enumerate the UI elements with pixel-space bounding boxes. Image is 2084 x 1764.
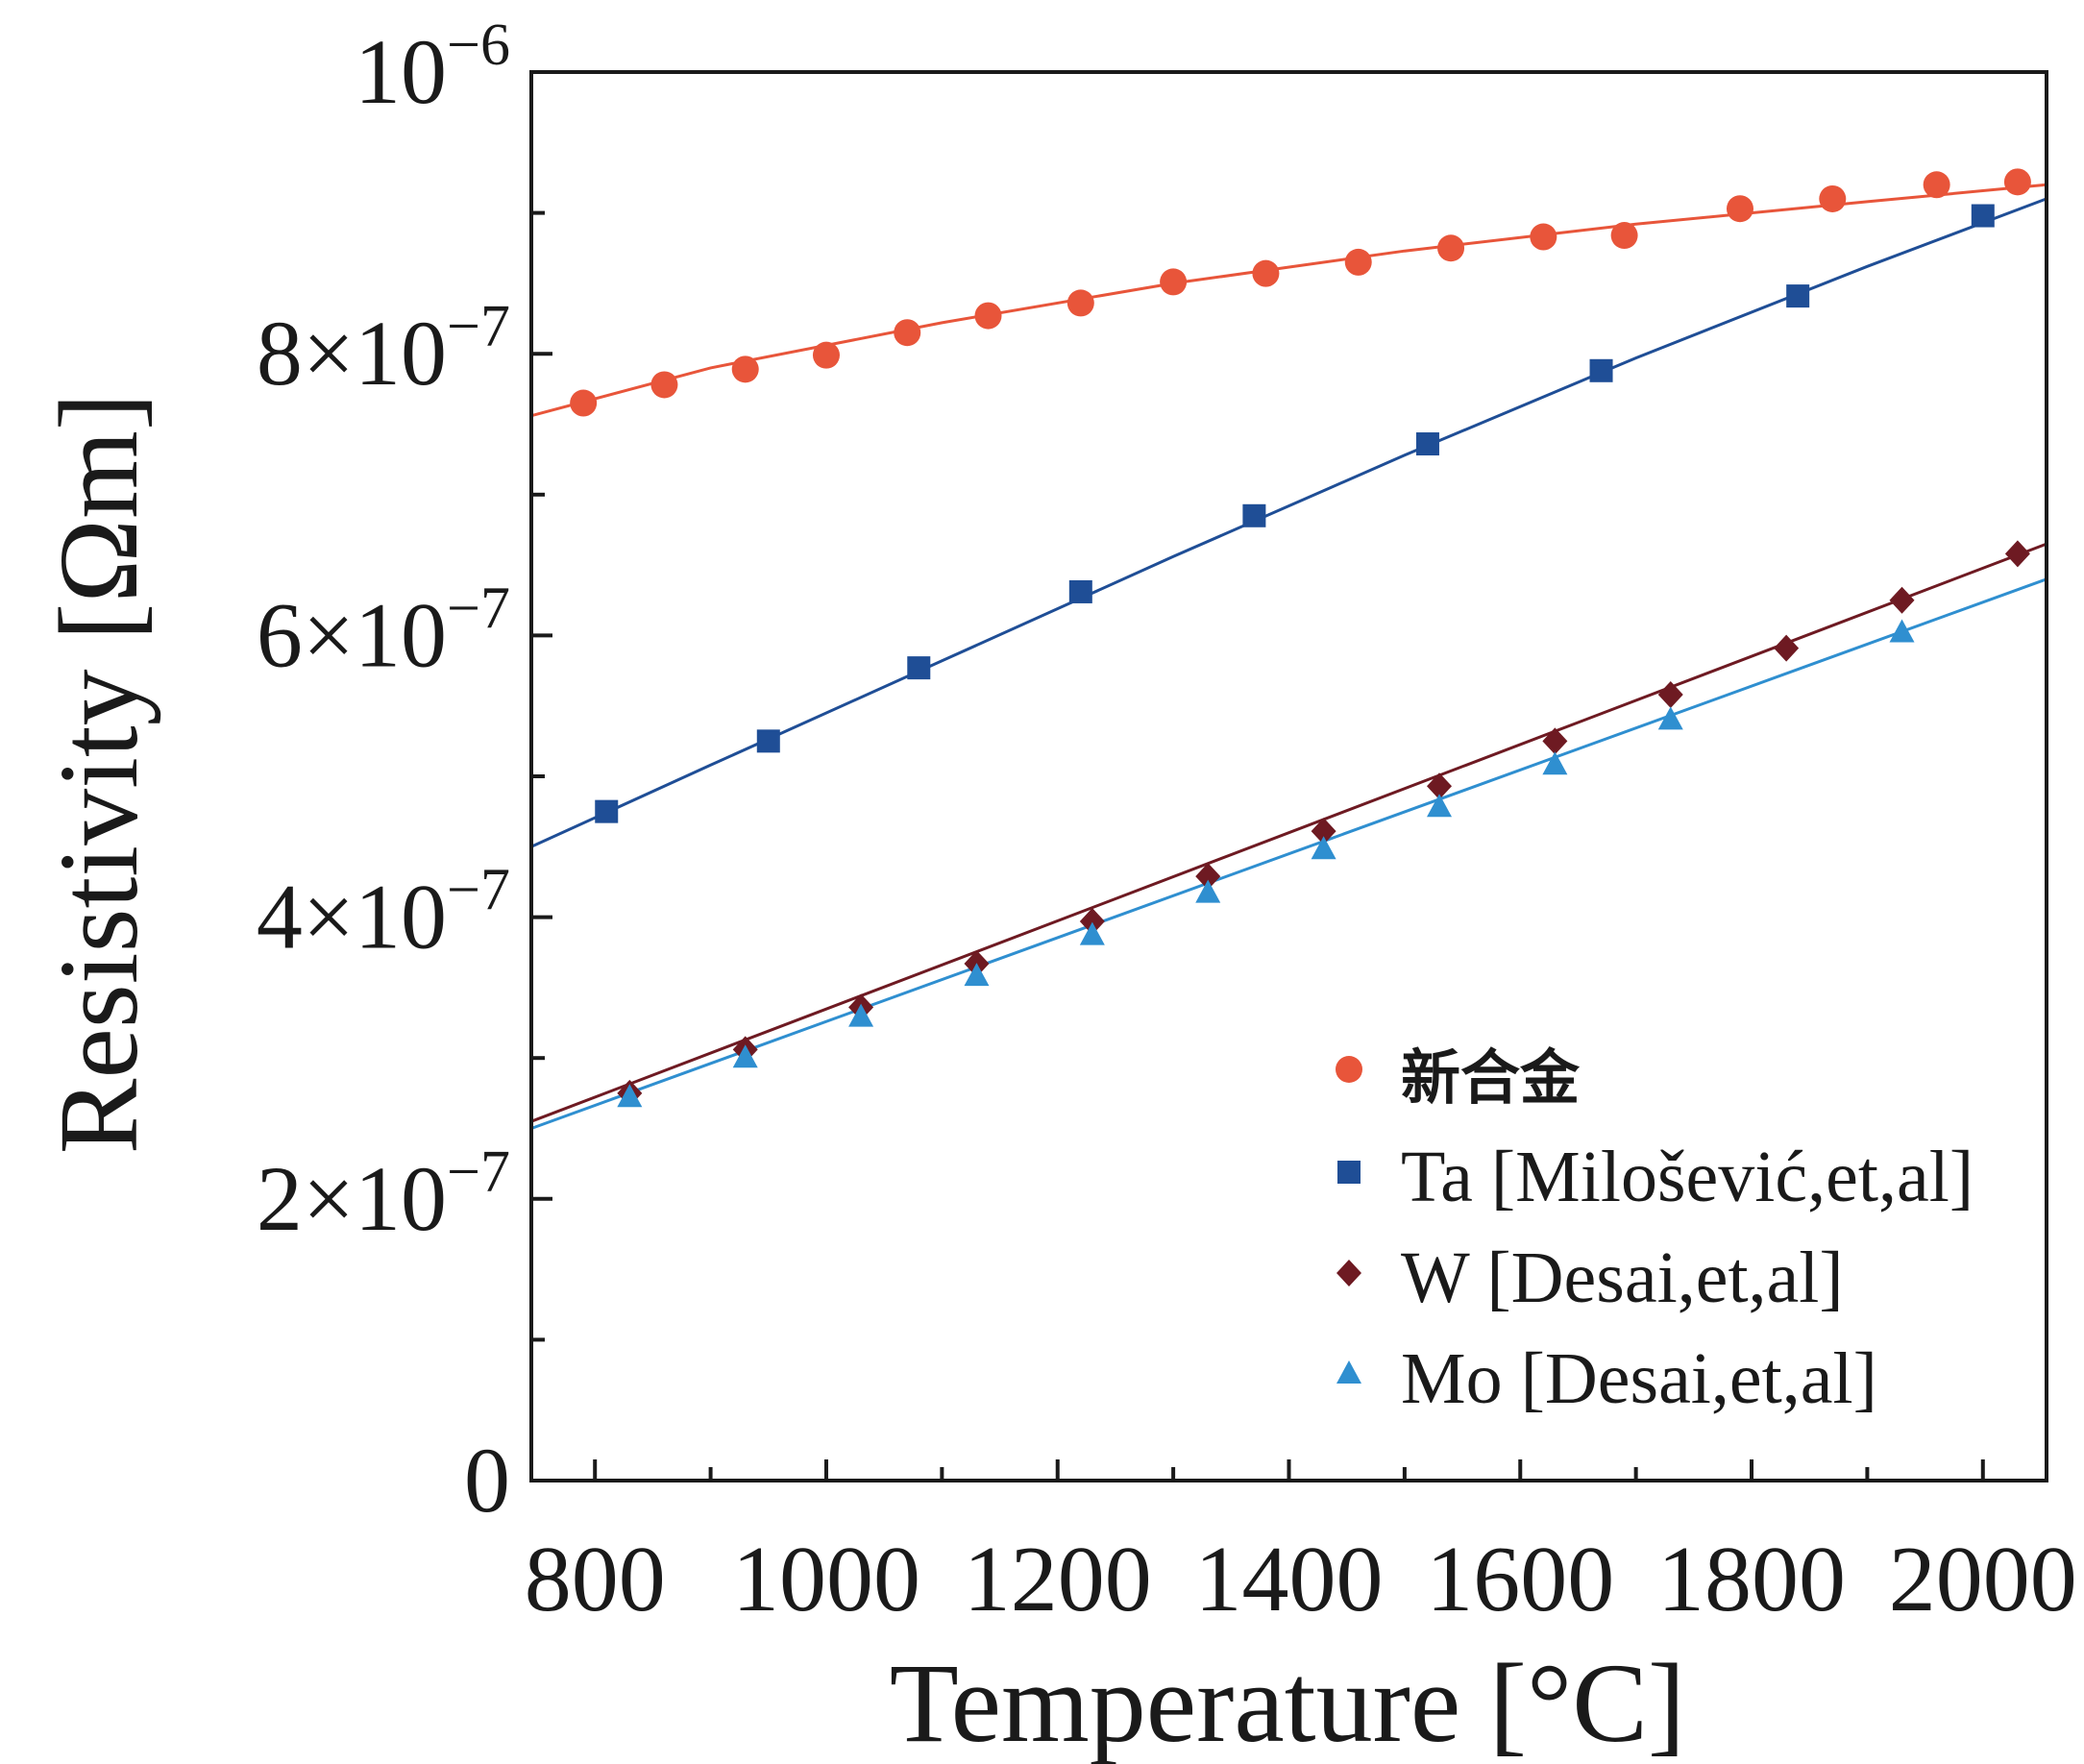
- legend-marker: [1337, 1161, 1361, 1184]
- series-1-point: [1971, 204, 1995, 228]
- legend-label: 新合金: [1401, 1042, 1581, 1113]
- series-2-point: [1079, 907, 1105, 935]
- series-2-point: [1426, 772, 1452, 800]
- data-markers: [570, 168, 2031, 1108]
- series-3-fit-line: [530, 577, 2047, 1130]
- x-tick-label: 800: [525, 1528, 666, 1631]
- series-0-point: [974, 302, 1002, 330]
- series-0-point: [1819, 184, 1847, 212]
- series-3-point: [848, 1003, 874, 1027]
- y-axis-label: Resistivity [Ωm]: [36, 393, 161, 1154]
- series-2-point: [1657, 680, 1683, 708]
- series-0-point: [650, 371, 678, 399]
- series-2-point: [1195, 863, 1221, 891]
- series-1-point: [595, 799, 619, 823]
- series-1-fit-line: [530, 197, 2047, 848]
- series-3-point: [1079, 921, 1105, 945]
- series-2-point: [1542, 727, 1568, 755]
- series-1-point: [1786, 284, 1810, 308]
- x-tick-label: 1800: [1657, 1528, 1846, 1631]
- series-0-point: [1530, 223, 1557, 251]
- x-tick-label: 1600: [1426, 1528, 1614, 1631]
- series-0-point: [812, 341, 840, 369]
- series-3-point: [1426, 794, 1452, 818]
- series-2-fit-line: [530, 542, 2047, 1123]
- legend-marker: [1336, 1360, 1361, 1384]
- series-1-point: [907, 656, 931, 680]
- series-0-point: [1610, 222, 1638, 250]
- series-2-point: [1311, 818, 1336, 845]
- series-3-point: [617, 1084, 643, 1108]
- series-2-point: [2004, 540, 2030, 568]
- x-tick-label: 1200: [964, 1528, 1152, 1631]
- legend-label: W [Desai,et,al]: [1401, 1237, 1844, 1318]
- y-tick-label: 6×10−7: [257, 576, 510, 686]
- y-tick-label: 0: [464, 1429, 510, 1531]
- series-0-point: [1252, 259, 1280, 287]
- y-tick-label: 2×10−7: [257, 1139, 510, 1250]
- x-tick-label: 1400: [1195, 1528, 1384, 1631]
- y-axis: 0 2×10−7 4×10−7 6×10−7 8×10−7 10−6: [257, 12, 552, 1531]
- x-axis-label: Temperature [°C]: [890, 1640, 1685, 1764]
- series-1-point: [1589, 358, 1613, 382]
- series-1-point: [1242, 503, 1266, 527]
- series-3-point: [1311, 836, 1336, 860]
- series-1-point: [756, 729, 780, 753]
- x-axis: 800 1000 1200 1400 1600 1800 2000: [525, 1459, 2077, 1631]
- series-0-point: [894, 319, 921, 347]
- series-3-point: [732, 1044, 758, 1068]
- series-0-fit-line: [530, 183, 2047, 418]
- x-tick-label: 2000: [1889, 1528, 2077, 1631]
- y-tick-label: 8×10−7: [257, 294, 510, 404]
- series-0-point: [1344, 248, 1372, 276]
- y-tick-label: 4×10−7: [257, 858, 510, 968]
- series-0-point: [731, 355, 759, 383]
- legend-marker: [1336, 1056, 1362, 1083]
- series-0-point: [570, 389, 598, 417]
- legend-marker: [1336, 1260, 1361, 1286]
- series-3-point: [1542, 751, 1568, 775]
- legend-label: Ta [Milošević,et,al]: [1401, 1137, 1974, 1217]
- series-1-point: [1415, 432, 1439, 456]
- series-3-markers: [617, 619, 1915, 1108]
- fit-lines: [530, 183, 2047, 1130]
- series-0-markers: [570, 168, 2031, 417]
- legend: 新合金 Ta [Milošević,et,al] W [Desai,et,al] Mo…: [1336, 1042, 1974, 1419]
- series-0-point: [1160, 268, 1188, 296]
- series-3-point: [1195, 879, 1221, 903]
- legend-label: Mo [Desai,et,al]: [1401, 1338, 1877, 1419]
- series-2-point: [1889, 586, 1915, 614]
- series-0-point: [1067, 289, 1094, 317]
- y-tick-label: 10−6: [355, 12, 510, 123]
- series-0-point: [1923, 171, 1950, 199]
- series-0-point: [1726, 195, 1753, 223]
- x-tick-label: 1000: [732, 1528, 920, 1631]
- series-2-point: [1774, 634, 1800, 662]
- series-3-point: [1657, 706, 1683, 730]
- series-1-markers: [595, 204, 1995, 823]
- series-0-point: [1437, 234, 1465, 262]
- series-1-point: [1068, 579, 1092, 603]
- series-3-point: [964, 963, 990, 987]
- series-3-point: [1889, 619, 1915, 643]
- series-0-point: [2003, 168, 2031, 196]
